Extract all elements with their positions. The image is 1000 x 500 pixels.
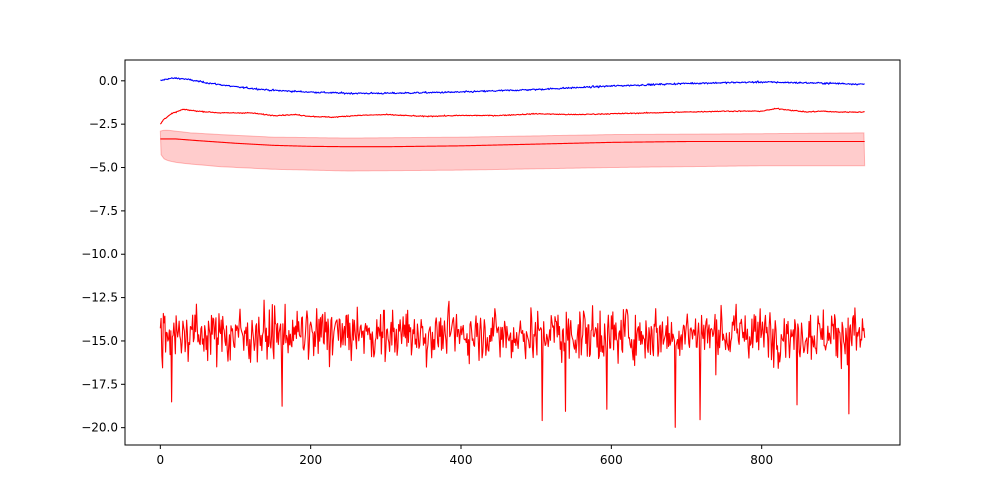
y-tick-label: −7.5 — [89, 204, 118, 218]
y-axis: 0.0 −2.5 −5.0 −7.5 −10.0 −12.5 −15.0 −17.5 −20.0 — [81, 74, 125, 435]
y-tick-label: −15.0 — [81, 334, 118, 348]
y-tick-label: −12.5 — [81, 291, 118, 305]
x-tick-label: 0 — [157, 453, 165, 467]
y-tick-label: −2.5 — [89, 117, 118, 131]
x-tick-label: 800 — [750, 453, 773, 467]
x-axis: 0 200 400 600 800 — [157, 445, 773, 467]
x-tick-label: 600 — [600, 453, 623, 467]
x-tick-label: 200 — [299, 453, 322, 467]
plot-area — [159, 77, 866, 428]
x-tick-label: 400 — [450, 453, 473, 467]
series-line-1 — [160, 77, 865, 95]
series-line-2 — [159, 107, 865, 125]
y-tick-label: −17.5 — [81, 377, 118, 391]
confidence-band — [159, 129, 866, 172]
y-tick-label: 0.0 — [99, 74, 118, 88]
series-line-3 — [160, 138, 865, 148]
series-line-4 — [159, 299, 866, 428]
y-tick-label: −20.0 — [81, 421, 118, 435]
y-tick-label: −5.0 — [89, 161, 118, 175]
y-tick-label: −10.0 — [81, 247, 118, 261]
axes-frame — [124, 59, 901, 446]
